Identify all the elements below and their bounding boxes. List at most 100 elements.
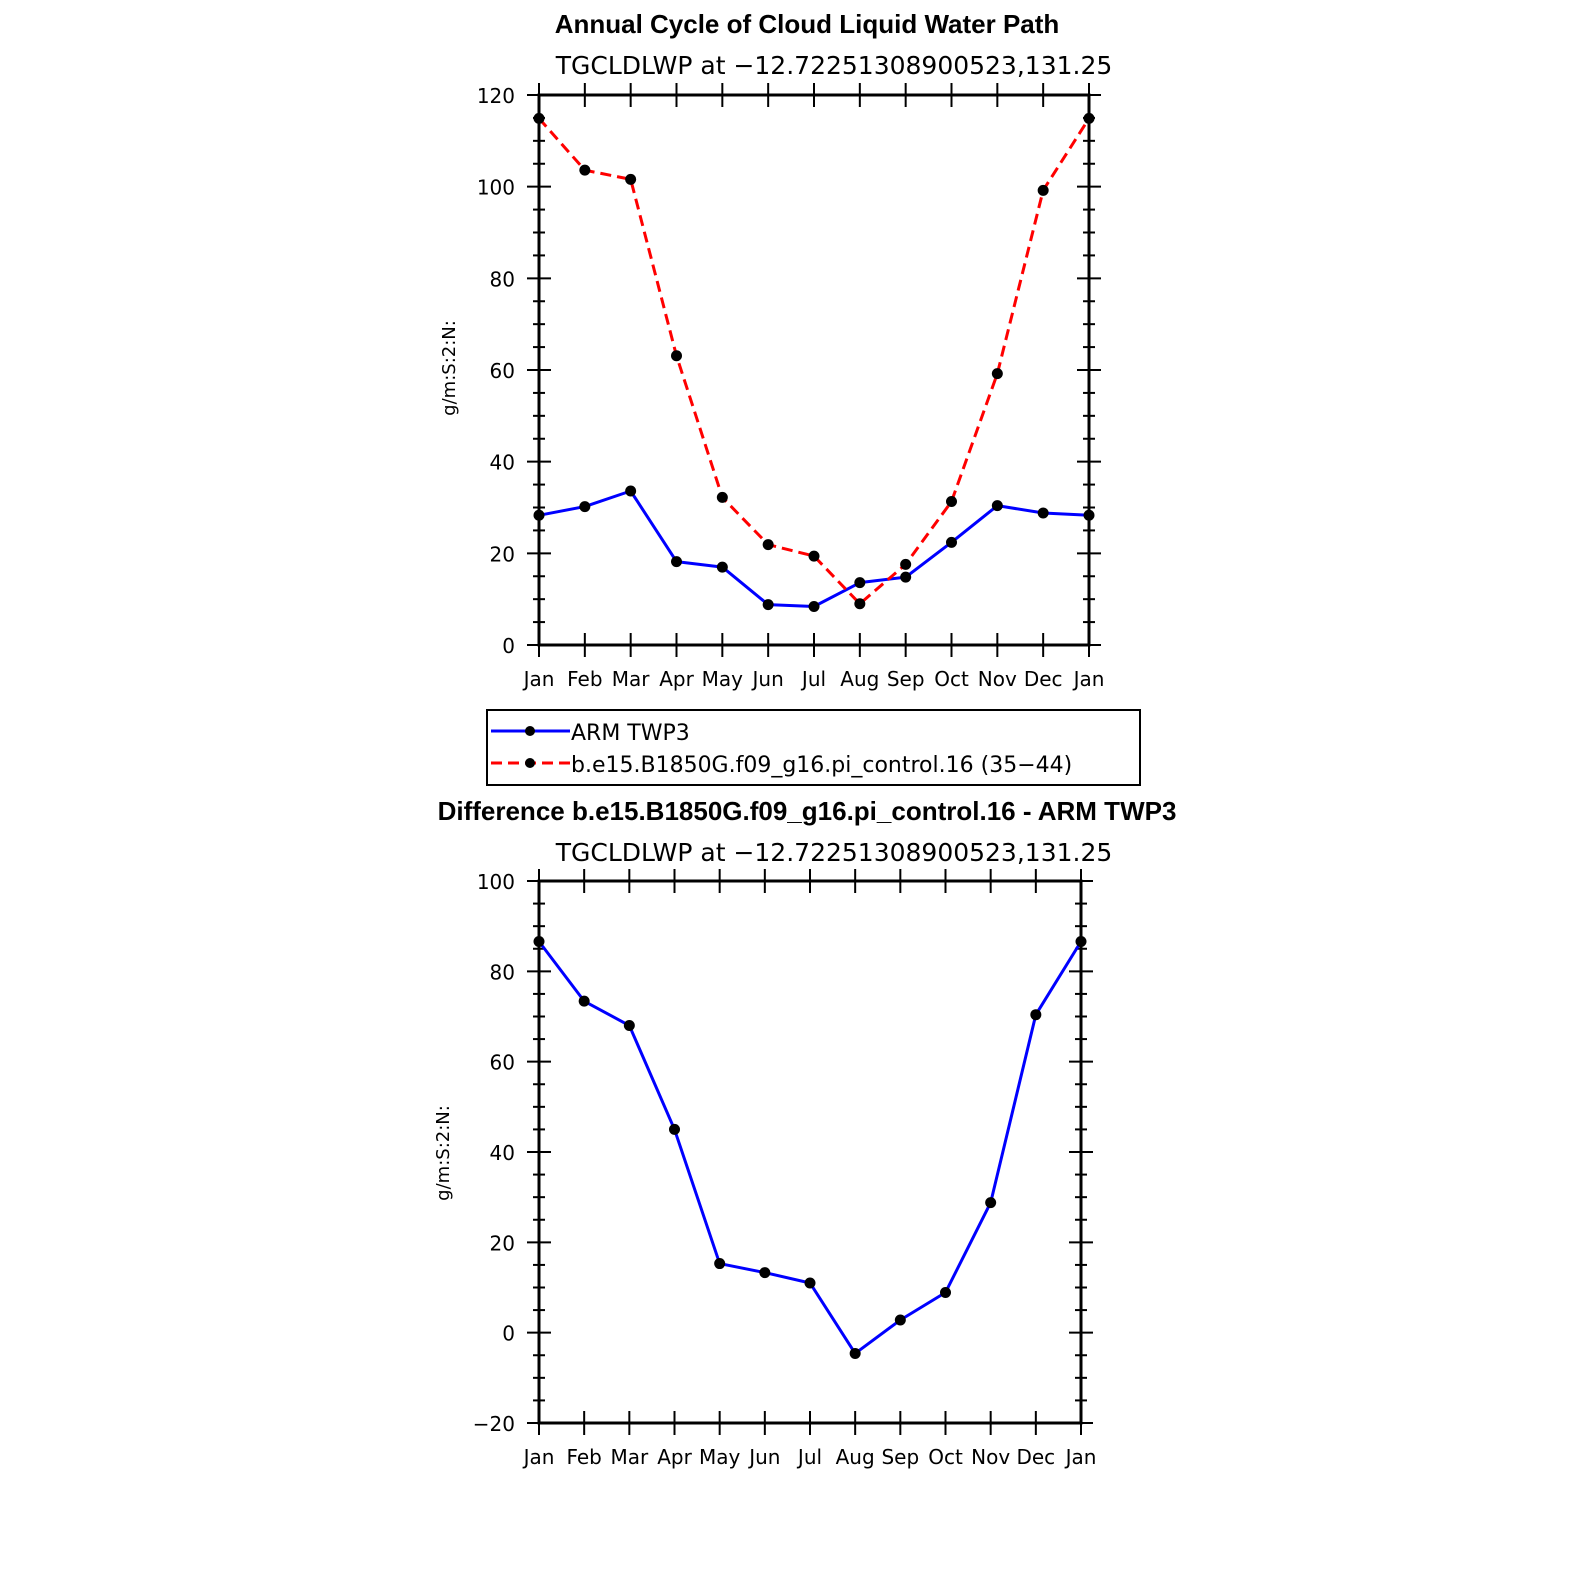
legend-label-model: b.e15.B1850G.f09_g16.pi_control.16 (35−4… bbox=[571, 753, 1072, 778]
data-point bbox=[940, 1286, 951, 1298]
x-tick-label: Oct bbox=[934, 667, 969, 691]
x-tick-label: Jan bbox=[1072, 667, 1105, 691]
y-tick-label: 0 bbox=[502, 1322, 515, 1346]
y-tick-label: 20 bbox=[490, 1231, 515, 1255]
data-point bbox=[762, 599, 774, 611]
data-point bbox=[900, 558, 912, 570]
data-point bbox=[762, 539, 774, 551]
y-tick-label: 40 bbox=[490, 451, 515, 475]
y-tick-label: −20 bbox=[473, 1412, 515, 1436]
y-tick-label: 60 bbox=[490, 359, 515, 383]
legend: ARM TWP3 b.e15.B1850G.f09_g16.pi_control… bbox=[486, 709, 1141, 786]
legend-box bbox=[486, 709, 1141, 786]
x-tick-label: May bbox=[702, 667, 744, 691]
data-point bbox=[716, 561, 728, 573]
y-tick-label: 60 bbox=[490, 1051, 515, 1075]
x-tick-label: Jan bbox=[522, 1445, 555, 1469]
data-point bbox=[1037, 507, 1049, 519]
data-point bbox=[716, 491, 728, 503]
legend-marker-model bbox=[525, 758, 535, 768]
data-point bbox=[579, 501, 591, 513]
y-tick-label: 100 bbox=[477, 176, 515, 200]
data-point bbox=[671, 350, 682, 362]
data-point bbox=[579, 164, 591, 176]
y-tick-label: 100 bbox=[477, 870, 515, 894]
data-point bbox=[671, 556, 682, 568]
x-tick-label: Feb bbox=[567, 667, 602, 691]
x-tick-label: Dec bbox=[1024, 667, 1063, 691]
x-tick-label: Apr bbox=[657, 1445, 692, 1469]
x-tick-label: Oct bbox=[928, 1445, 963, 1469]
x-tick-label: Aug bbox=[836, 1445, 875, 1469]
data-point bbox=[578, 995, 590, 1007]
series-line-obs bbox=[538, 489, 1090, 608]
y-tick-label: 0 bbox=[502, 634, 515, 658]
data-point bbox=[900, 571, 912, 583]
x-tick-label: Sep bbox=[881, 1445, 919, 1469]
data-point bbox=[946, 496, 957, 508]
y-axis-label-difference: g/m:S:2:N: bbox=[433, 1105, 454, 1201]
x-tick-label: Jul bbox=[800, 667, 826, 691]
x-tick-labels-difference: Jan Feb Mar Apr May Jun Jul Aug Sep Oct Nov Dec Jan bbox=[522, 1445, 1097, 1469]
x-tick-label: Jun bbox=[747, 1445, 780, 1469]
legend-marker-obs bbox=[525, 726, 535, 736]
y-axis-label: g/m:S:2:N: bbox=[439, 320, 460, 416]
x-tick-label: Apr bbox=[659, 667, 694, 691]
data-point bbox=[985, 1197, 997, 1209]
data-point bbox=[854, 598, 866, 610]
data-point bbox=[849, 1347, 861, 1359]
y-tick-label: 120 bbox=[477, 84, 515, 108]
x-tick-label: Nov bbox=[971, 1445, 1010, 1469]
chart-title: Annual Cycle of Cloud Liquid Water Path bbox=[555, 9, 1060, 39]
x-tick-labels: Jan Feb Mar Apr May Jun Jul Aug Sep Oct Nov Dec Jan bbox=[522, 667, 1105, 691]
x-tick-label: Aug bbox=[840, 667, 879, 691]
axes-ticks-difference bbox=[527, 869, 1093, 1435]
data-point bbox=[804, 1277, 816, 1289]
chart-subtitle: TGCLDLWP at −12.72251308900523,131.25 bbox=[555, 51, 1113, 80]
series-layer-difference bbox=[533, 936, 1087, 1359]
y-tick-label: 80 bbox=[490, 960, 515, 984]
series-line-difference bbox=[537, 940, 1083, 1355]
data-point bbox=[625, 173, 637, 185]
legend-label-obs: ARM TWP3 bbox=[571, 721, 690, 746]
axes-ticks bbox=[527, 83, 1101, 657]
y-tick-labels-difference: −20 0 20 40 60 80 100 bbox=[473, 870, 515, 1436]
data-point bbox=[854, 577, 866, 589]
data-point bbox=[894, 1314, 906, 1326]
x-tick-label: May bbox=[699, 1445, 741, 1469]
data-point bbox=[1037, 184, 1049, 196]
data-point bbox=[625, 485, 637, 497]
data-point bbox=[669, 1123, 680, 1135]
x-tick-label: Sep bbox=[887, 667, 925, 691]
x-tick-label: Jan bbox=[1064, 1445, 1097, 1469]
data-point bbox=[808, 601, 820, 612]
x-tick-label: Nov bbox=[978, 667, 1017, 691]
panel-difference: Difference b.e15.B1850G.f09_g16.pi_contr… bbox=[433, 796, 1176, 1469]
data-point bbox=[623, 1020, 635, 1032]
x-tick-label: Feb bbox=[566, 1445, 601, 1469]
data-point bbox=[991, 368, 1003, 380]
data-point bbox=[759, 1267, 771, 1279]
data-point bbox=[946, 536, 957, 548]
y-tick-label: 80 bbox=[490, 267, 515, 291]
data-point bbox=[714, 1258, 726, 1270]
x-tick-label: Jun bbox=[751, 667, 784, 691]
x-tick-label: Jan bbox=[522, 667, 555, 691]
plot-frame bbox=[537, 93, 1091, 647]
x-tick-label: Mar bbox=[612, 667, 651, 691]
plot-frame-difference bbox=[537, 879, 1083, 1425]
series-layer bbox=[533, 112, 1095, 612]
series-line-model bbox=[537, 117, 1091, 606]
y-tick-labels: 0 20 40 60 80 100 120 bbox=[477, 84, 515, 658]
x-tick-label: Mar bbox=[610, 1445, 649, 1469]
x-tick-label: Dec bbox=[1016, 1445, 1055, 1469]
data-point bbox=[1030, 1009, 1042, 1021]
panel-annual-cycle: Annual Cycle of Cloud Liquid Water Path … bbox=[439, 9, 1112, 691]
x-tick-label: Jul bbox=[796, 1445, 822, 1469]
chart-title-difference: Difference b.e15.B1850G.f09_g16.pi_contr… bbox=[438, 796, 1177, 826]
data-point bbox=[808, 550, 820, 562]
y-tick-label: 20 bbox=[490, 542, 515, 566]
y-tick-label: 40 bbox=[490, 1141, 515, 1165]
chart-subtitle-difference: TGCLDLWP at −12.72251308900523,131.25 bbox=[555, 838, 1113, 867]
